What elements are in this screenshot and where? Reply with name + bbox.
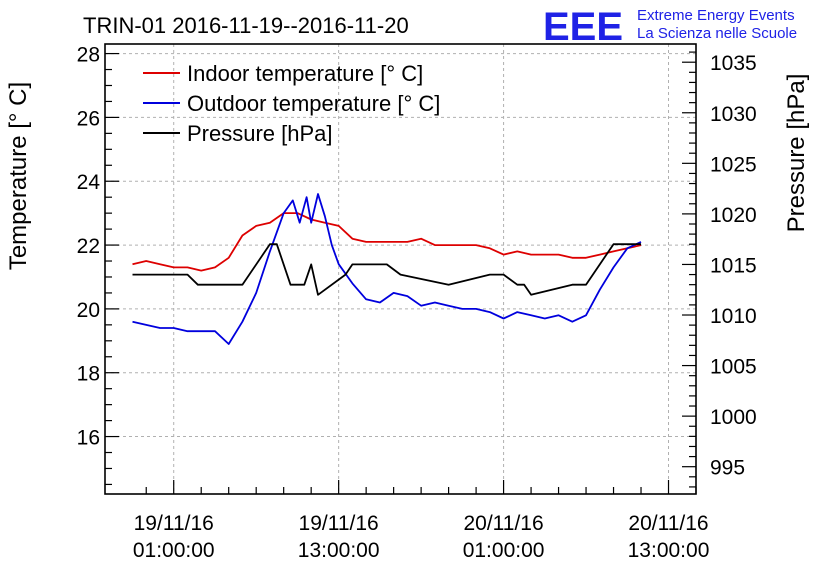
y-tick-label: 22 (77, 235, 100, 258)
y2-axis-title: Pressure [hPa] (783, 74, 810, 233)
y2-tick-label: 1035 (710, 52, 757, 75)
y2-tick-label: 1005 (710, 356, 757, 379)
indoor-temperature-line (132, 212, 642, 272)
y-tick-label: 26 (77, 107, 100, 130)
x-tick-label-time: 01:00:00 (463, 539, 545, 562)
legend: Indoor temperature [° C] Outdoor temperat… (143, 61, 440, 146)
chart-title: TRIN-01 2016-11-19--2016-11-20 (83, 13, 409, 38)
legend-label: Outdoor temperature [° C] (187, 91, 440, 116)
x-tick-label-date: 19/11/16 (299, 512, 379, 535)
eee-logo: EEE Extreme Energy Events La Scienza nel… (543, 5, 797, 49)
x-tick-label-date: 20/11/16 (628, 512, 708, 535)
plot-frame (104, 43, 697, 495)
legend-label: Indoor temperature [° C] (187, 61, 423, 86)
legend-outdoor: Outdoor temperature [° C] (143, 91, 440, 116)
logo-text: EEE (543, 5, 623, 49)
legend-pressure: Pressure [hPa] (143, 121, 333, 146)
axes: 16 18 20 22 24 26 28 995 1000 1005 1010 1015 1020 102… (77, 44, 757, 562)
y-tick-label: 24 (77, 171, 101, 194)
y-tick-label: 18 (77, 363, 100, 386)
y-axis-title: Temperature [° C] (5, 82, 32, 270)
y2-tick-label: 995 (710, 457, 745, 480)
series-layer (132, 193, 642, 345)
y2-tick-label: 1020 (710, 204, 757, 227)
x-tick-label-time: 13:00:00 (298, 539, 380, 562)
y2-tick-label: 1015 (710, 254, 757, 277)
grid (105, 44, 696, 494)
y2-tick-label: 1025 (710, 153, 757, 176)
y-tick-label: 16 (77, 427, 100, 450)
logo-line2: La Scienza nelle Scuole (637, 25, 797, 42)
x-tick-label-time: 01:00:00 (133, 539, 215, 562)
y2-tick-label: 1000 (710, 406, 757, 429)
y-tick-label: 20 (77, 299, 100, 322)
pressure-line (132, 243, 641, 296)
x-tick-label-time: 13:00:00 (628, 539, 710, 562)
legend-label: Pressure [hPa] (187, 121, 333, 146)
y-tick-label: 28 (77, 44, 100, 67)
logo-line1: Extreme Energy Events (637, 7, 795, 24)
y2-tick-label: 1030 (710, 103, 757, 126)
y2-tick-label: 1010 (710, 305, 757, 328)
x-tick-label-date: 20/11/16 (463, 512, 543, 535)
legend-indoor: Indoor temperature [° C] (143, 61, 423, 86)
outdoor-temperature-line (132, 193, 642, 345)
x-tick-label-date: 19/11/16 (134, 512, 214, 535)
